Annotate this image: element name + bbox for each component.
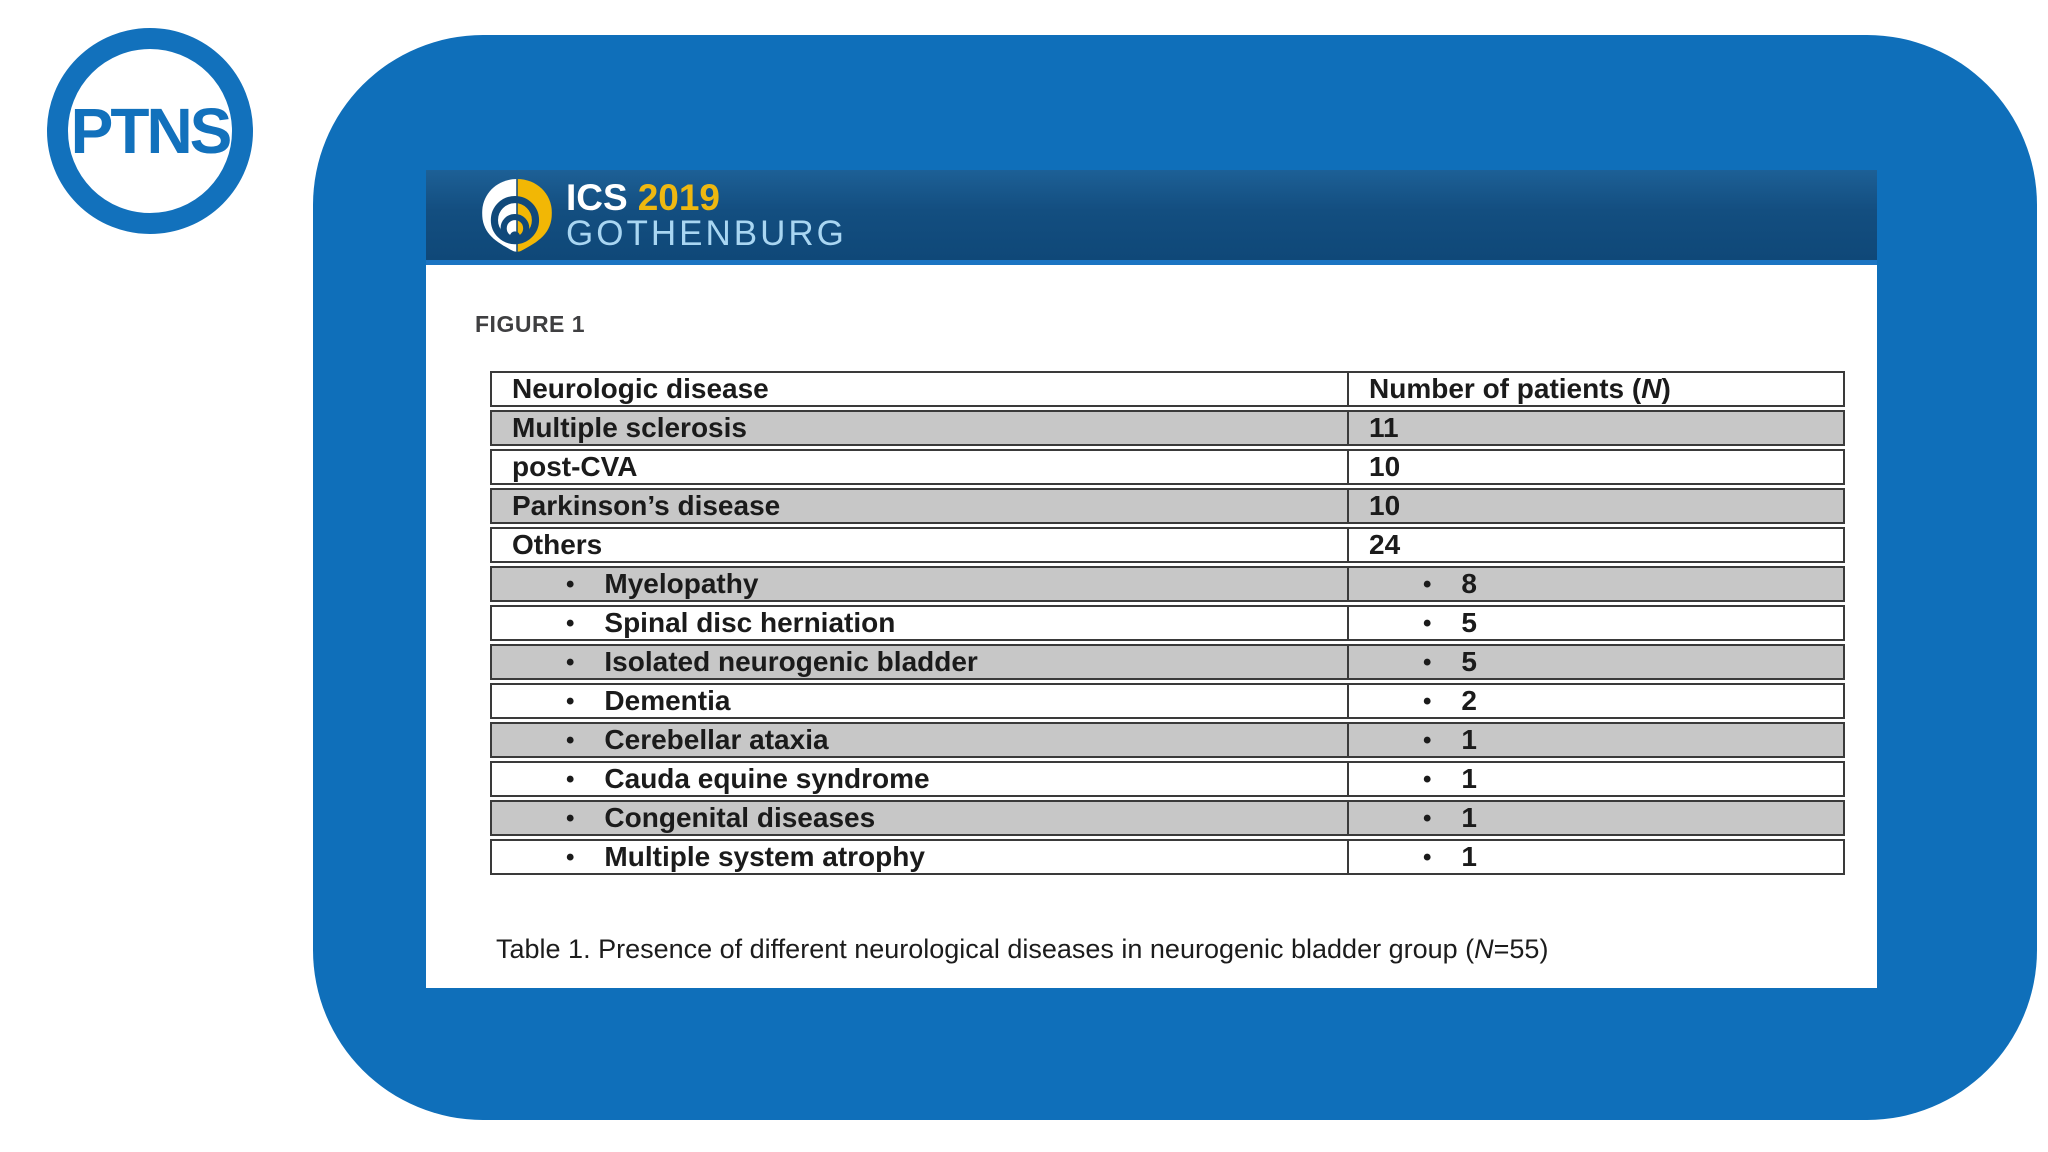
bullet-icon: • bbox=[1423, 610, 1432, 637]
disease-cell: • Multiple system atrophy bbox=[490, 839, 1349, 875]
table-caption: Table 1. Presence of different neurologi… bbox=[496, 934, 1549, 964]
patients-cell: • 1 bbox=[1349, 800, 1845, 836]
ics-year-label: 2019 bbox=[637, 177, 720, 218]
banner-text: ICS 2019 GOTHENBURG bbox=[566, 179, 847, 252]
disease-cell: • Spinal disc herniation bbox=[490, 605, 1349, 641]
bullet-icon: • bbox=[566, 766, 575, 793]
bullet-icon: • bbox=[1423, 844, 1432, 871]
table-header-row: Neurologic disease Number of patients (N… bbox=[490, 371, 1845, 407]
disease-cell: Parkinson’s disease bbox=[490, 488, 1349, 524]
table-row: • Isolated neurogenic bladder • 5 bbox=[490, 644, 1845, 680]
blue-card: ICS 2019 GOTHENBURG FIGURE 1 Neurologic … bbox=[313, 35, 2037, 1120]
disease-cell: post-CVA bbox=[490, 449, 1349, 485]
bullet-icon: • bbox=[1423, 727, 1432, 754]
content-panel: ICS 2019 GOTHENBURG FIGURE 1 Neurologic … bbox=[426, 170, 1877, 988]
bullet-icon: • bbox=[1423, 688, 1432, 715]
disease-cell: • Dementia bbox=[490, 683, 1349, 719]
ics-banner: ICS 2019 GOTHENBURG bbox=[426, 170, 1877, 260]
figure-label: FIGURE 1 bbox=[475, 311, 586, 337]
ics-org-label: ICS bbox=[566, 177, 628, 218]
patients-cell: • 5 bbox=[1349, 644, 1845, 680]
neurology-table-wrap: Neurologic disease Number of patients (N… bbox=[490, 368, 1845, 878]
table-row: • Cauda equine syndrome • 1 bbox=[490, 761, 1845, 797]
ics-city-label: GOTHENBURG bbox=[566, 214, 847, 253]
disease-cell: • Isolated neurogenic bladder bbox=[490, 644, 1349, 680]
bullet-icon: • bbox=[566, 571, 575, 598]
bullet-icon: • bbox=[1423, 766, 1432, 793]
disease-cell: • Cerebellar ataxia bbox=[490, 722, 1349, 758]
bullet-icon: • bbox=[566, 649, 575, 676]
bullet-icon: • bbox=[566, 688, 575, 715]
banner-bottom-strip bbox=[426, 260, 1877, 265]
patients-cell: • 1 bbox=[1349, 839, 1845, 875]
table-row: • Dementia • 2 bbox=[490, 683, 1845, 719]
disease-cell: • Myelopathy bbox=[490, 566, 1349, 602]
table-row: post-CVA 10 bbox=[490, 449, 1845, 485]
disease-cell: • Cauda equine syndrome bbox=[490, 761, 1349, 797]
patients-cell: • 2 bbox=[1349, 683, 1845, 719]
table-row: • Cerebellar ataxia • 1 bbox=[490, 722, 1845, 758]
ptns-logo: PTNS bbox=[47, 28, 253, 234]
table-row: Others 24 bbox=[490, 527, 1845, 563]
patients-cell: • 1 bbox=[1349, 722, 1845, 758]
disease-cell: • Congenital diseases bbox=[490, 800, 1349, 836]
bullet-icon: • bbox=[566, 805, 575, 832]
table-row: Parkinson’s disease 10 bbox=[490, 488, 1845, 524]
bullet-icon: • bbox=[566, 727, 575, 754]
patients-cell: • 5 bbox=[1349, 605, 1845, 641]
table-row: • Congenital diseases • 1 bbox=[490, 800, 1845, 836]
neurology-table: Neurologic disease Number of patients (N… bbox=[490, 368, 1845, 878]
patients-cell: • 1 bbox=[1349, 761, 1845, 797]
table-row: • Spinal disc herniation • 5 bbox=[490, 605, 1845, 641]
bullet-icon: • bbox=[1423, 571, 1432, 598]
table-row: Multiple sclerosis 11 bbox=[490, 410, 1845, 446]
patients-cell: 11 bbox=[1349, 410, 1845, 446]
table-row: • Multiple system atrophy • 1 bbox=[490, 839, 1845, 875]
bullet-icon: • bbox=[566, 844, 575, 871]
header-patients: Number of patients (N) bbox=[1349, 371, 1845, 407]
bullet-icon: • bbox=[566, 610, 575, 637]
ptns-logo-label: PTNS bbox=[70, 95, 233, 167]
disease-cell: Others bbox=[490, 527, 1349, 563]
header-disease: Neurologic disease bbox=[490, 371, 1349, 407]
patients-cell: 10 bbox=[1349, 488, 1845, 524]
patients-cell: 10 bbox=[1349, 449, 1845, 485]
bullet-icon: • bbox=[1423, 649, 1432, 676]
ics-droplet-icon bbox=[482, 179, 552, 252]
patients-cell: • 8 bbox=[1349, 566, 1845, 602]
disease-cell: Multiple sclerosis bbox=[490, 410, 1349, 446]
table-row: • Myelopathy • 8 bbox=[490, 566, 1845, 602]
patients-cell: 24 bbox=[1349, 527, 1845, 563]
bullet-icon: • bbox=[1423, 805, 1432, 832]
